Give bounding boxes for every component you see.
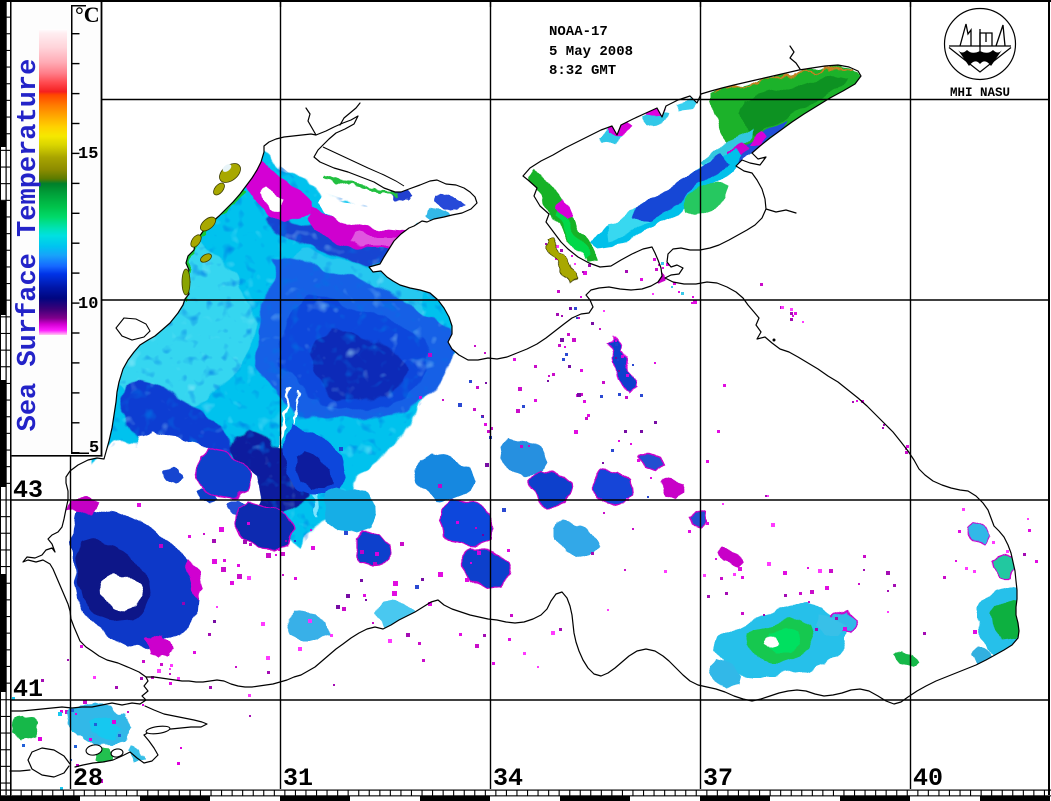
svg-text:MHI NASU: MHI NASU <box>950 86 1010 100</box>
